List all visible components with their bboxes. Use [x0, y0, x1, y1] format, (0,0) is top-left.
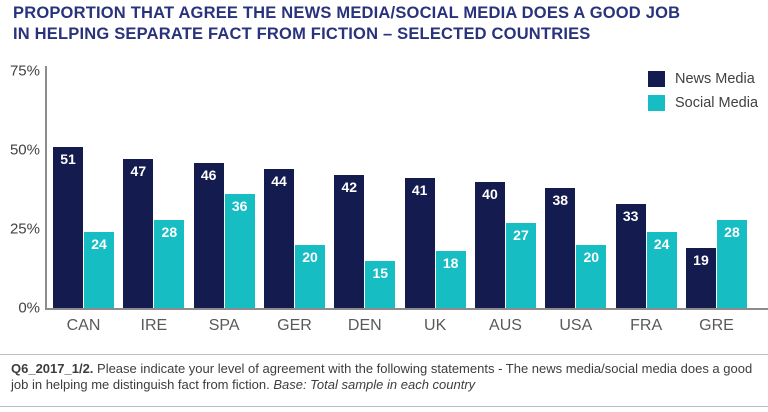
base-note: Base: Total sample in each country [273, 377, 476, 392]
legend-label-news-media: News Media [675, 71, 755, 87]
legend-item-social-media: Social Media [648, 95, 758, 111]
bar-value-label: 46 [200, 166, 217, 183]
bar-news-media-can: 51 [53, 146, 83, 308]
bar-social-media-den: 15 [365, 260, 396, 308]
news-media-swatch [648, 71, 665, 87]
x-axis-label-den: DEN [347, 317, 382, 334]
bar-group-den: 42 15 DEN [334, 71, 396, 334]
bar-news-media-aus: 40 [474, 181, 505, 308]
bar-value-label: 42 [341, 179, 358, 196]
y-axis-line [45, 66, 47, 310]
bar-value-label: 24 [653, 236, 670, 253]
bar-news-media-den: 42 [334, 175, 365, 308]
bar-group-uk: 41 18 UK [404, 71, 466, 334]
question-text: Please indicate your level of agreement … [11, 361, 753, 392]
y-tick-75: 75% [9, 62, 40, 80]
y-axis-labels: 75% 50% 25% 0% [0, 63, 40, 317]
bar-value-label: 20 [583, 248, 600, 265]
bar-value-label: 24 [91, 236, 107, 253]
bar-social-media-can: 24 [84, 232, 114, 308]
x-axis-label-gre: GRE [699, 317, 734, 334]
bar-value-label: 18 [442, 255, 459, 272]
question-code: Q6_2017_1/2. [11, 361, 94, 376]
x-axis-label-usa: USA [559, 317, 593, 334]
bar-social-media-uk: 18 [435, 251, 466, 308]
bar-social-media-ire: 28 [154, 219, 185, 308]
x-axis-label-spa: SPA [208, 317, 240, 334]
bar-social-media-usa: 20 [576, 244, 607, 308]
footer-divider-bottom [0, 406, 768, 407]
bar-news-media-fra: 33 [615, 203, 646, 308]
bar-value-label: 33 [622, 207, 639, 224]
x-axis-label-uk: UK [424, 317, 447, 334]
x-axis-label-ire: IRE [140, 317, 168, 334]
bar-value-label: 36 [231, 198, 248, 215]
x-axis-line [45, 308, 768, 310]
y-tick-25: 25% [9, 220, 40, 238]
bar-value-label: 28 [161, 223, 178, 240]
y-tick-50: 50% [9, 141, 40, 159]
bar-social-media-fra: 24 [646, 232, 677, 308]
bar-group-usa: 38 20 USA [545, 71, 607, 334]
bar-value-label: 41 [411, 182, 428, 199]
bar-social-media-aus: 27 [505, 222, 536, 308]
bar-news-media-usa: 38 [545, 187, 576, 308]
y-tick-0: 0% [18, 299, 40, 317]
bar-news-media-gre: 19 [685, 247, 716, 308]
bar-value-label: 20 [302, 248, 318, 265]
legend-label-social-media: Social Media [675, 95, 759, 111]
bar-value-label: 40 [482, 185, 498, 202]
x-axis-label-aus: AUS [489, 317, 522, 334]
bar-social-media-spa: 36 [224, 194, 255, 308]
bar-news-media-spa: 46 [193, 162, 224, 308]
bar-value-label: 27 [513, 226, 529, 243]
legend-item-news-media: News Media [648, 71, 758, 87]
bar-value-label: 51 [60, 150, 76, 167]
social-media-swatch [648, 95, 665, 111]
bar-value-label: 28 [724, 223, 740, 240]
bar-value-label: 38 [552, 191, 569, 208]
bar-group-ire: 47 28 IRE [123, 71, 185, 334]
footnote: Q6_2017_1/2. Please indicate your level … [11, 361, 759, 393]
bar-group-fra: 33 24 FRA [615, 71, 677, 334]
bar-social-media-ger: 20 [294, 244, 325, 308]
bar-value-label: 47 [130, 163, 147, 180]
chart-title-line-2: IN HELPING SEPARATE FACT FROM FICTION – … [13, 25, 591, 43]
bar-news-media-uk: 41 [404, 178, 435, 308]
bar-news-media-ire: 47 [123, 159, 154, 308]
chart-title: PROPORTION THAT AGREE THE NEWS MEDIA/SOC… [13, 3, 753, 45]
bar-news-media-ger: 44 [263, 168, 294, 308]
bar-group-gre: 19 28 GRE [685, 71, 747, 334]
chart-title-line-1: PROPORTION THAT AGREE THE NEWS MEDIA/SOC… [13, 4, 681, 22]
plot: 51 24 CAN 47 28 IRE 46 36 SPA 44 20 GER 42 15 DEN 41 18 U… [53, 71, 747, 334]
bar-value-label: 19 [693, 251, 709, 268]
bar-group-aus: 40 27 AUS [474, 71, 536, 334]
x-axis-label-can: CAN [66, 317, 101, 334]
bar-group-ger: 44 20 GER [263, 71, 325, 334]
bar-value-label: 15 [372, 264, 389, 281]
x-axis-label-fra: FRA [630, 317, 663, 334]
bar-group-spa: 46 36 SPA [193, 71, 255, 334]
bar-group-can: 51 24 CAN [53, 71, 114, 334]
legend: News Media Social Media [648, 71, 758, 119]
x-axis-label-ger: GER [277, 317, 312, 334]
footer-divider-top [0, 354, 768, 355]
bar-value-label: 44 [271, 172, 287, 189]
bar-social-media-gre: 28 [716, 219, 747, 308]
